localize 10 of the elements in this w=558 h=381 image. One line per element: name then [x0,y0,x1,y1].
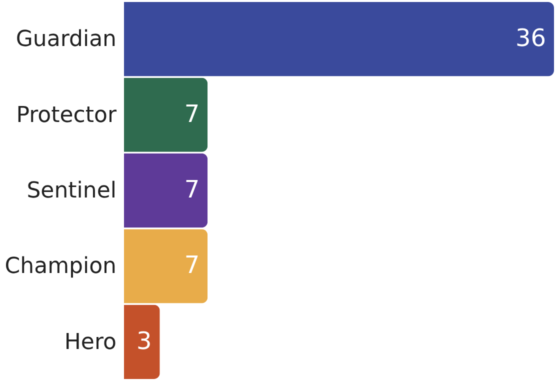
data-label: 36 [515,24,546,52]
y-tick-label: Hero [64,330,116,355]
y-tick-label: Guardian [16,27,116,52]
y-tick-label: Sentinel [26,178,116,204]
data-label: 7 [184,176,200,204]
data-label: 3 [136,326,152,355]
y-tick-label: Champion [4,254,116,280]
y-tick-label: Protector [16,102,118,128]
data-label: 7 [184,251,200,280]
data-label: 7 [184,100,200,128]
